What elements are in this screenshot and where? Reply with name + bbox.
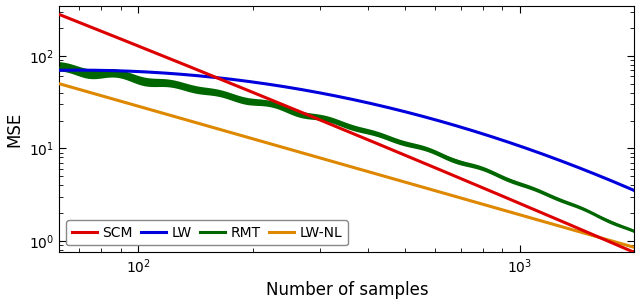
LW — [56, 68, 63, 72]
LW — [126, 69, 134, 73]
Legend: SCM, LW, RMT, LW-NL: SCM, LW, RMT, LW-NL — [66, 221, 348, 246]
LW — [74, 68, 82, 72]
Y-axis label: MSE: MSE — [6, 111, 24, 147]
RMT — [630, 230, 638, 234]
LW-NL — [125, 102, 132, 105]
X-axis label: Number of samples: Number of samples — [266, 282, 428, 300]
LW — [475, 131, 483, 135]
SCM — [630, 251, 638, 254]
LW-NL — [630, 246, 638, 249]
Line: LW-NL: LW-NL — [60, 84, 634, 247]
RMT — [470, 165, 478, 168]
Line: RMT: RMT — [60, 67, 634, 232]
SCM — [56, 13, 63, 16]
RMT — [474, 166, 481, 169]
LW-NL — [470, 200, 478, 204]
RMT — [417, 146, 425, 150]
Line: SCM: SCM — [60, 14, 634, 253]
Line: LW: LW — [60, 70, 634, 191]
LW — [630, 189, 638, 192]
SCM — [283, 105, 291, 108]
LW-NL — [417, 185, 425, 188]
SCM — [417, 160, 425, 164]
LW — [285, 85, 292, 89]
RMT — [283, 107, 291, 111]
LW-NL — [56, 82, 63, 86]
LW — [244, 80, 252, 83]
LW-NL — [243, 135, 250, 139]
RMT — [125, 75, 132, 79]
LW — [419, 114, 426, 118]
SCM — [470, 182, 478, 186]
SCM — [125, 40, 132, 44]
RMT — [243, 98, 250, 101]
LW — [472, 130, 480, 134]
SCM — [243, 88, 250, 92]
SCM — [474, 184, 481, 187]
LW-NL — [283, 147, 291, 150]
RMT — [56, 66, 63, 69]
LW-NL — [474, 201, 481, 205]
